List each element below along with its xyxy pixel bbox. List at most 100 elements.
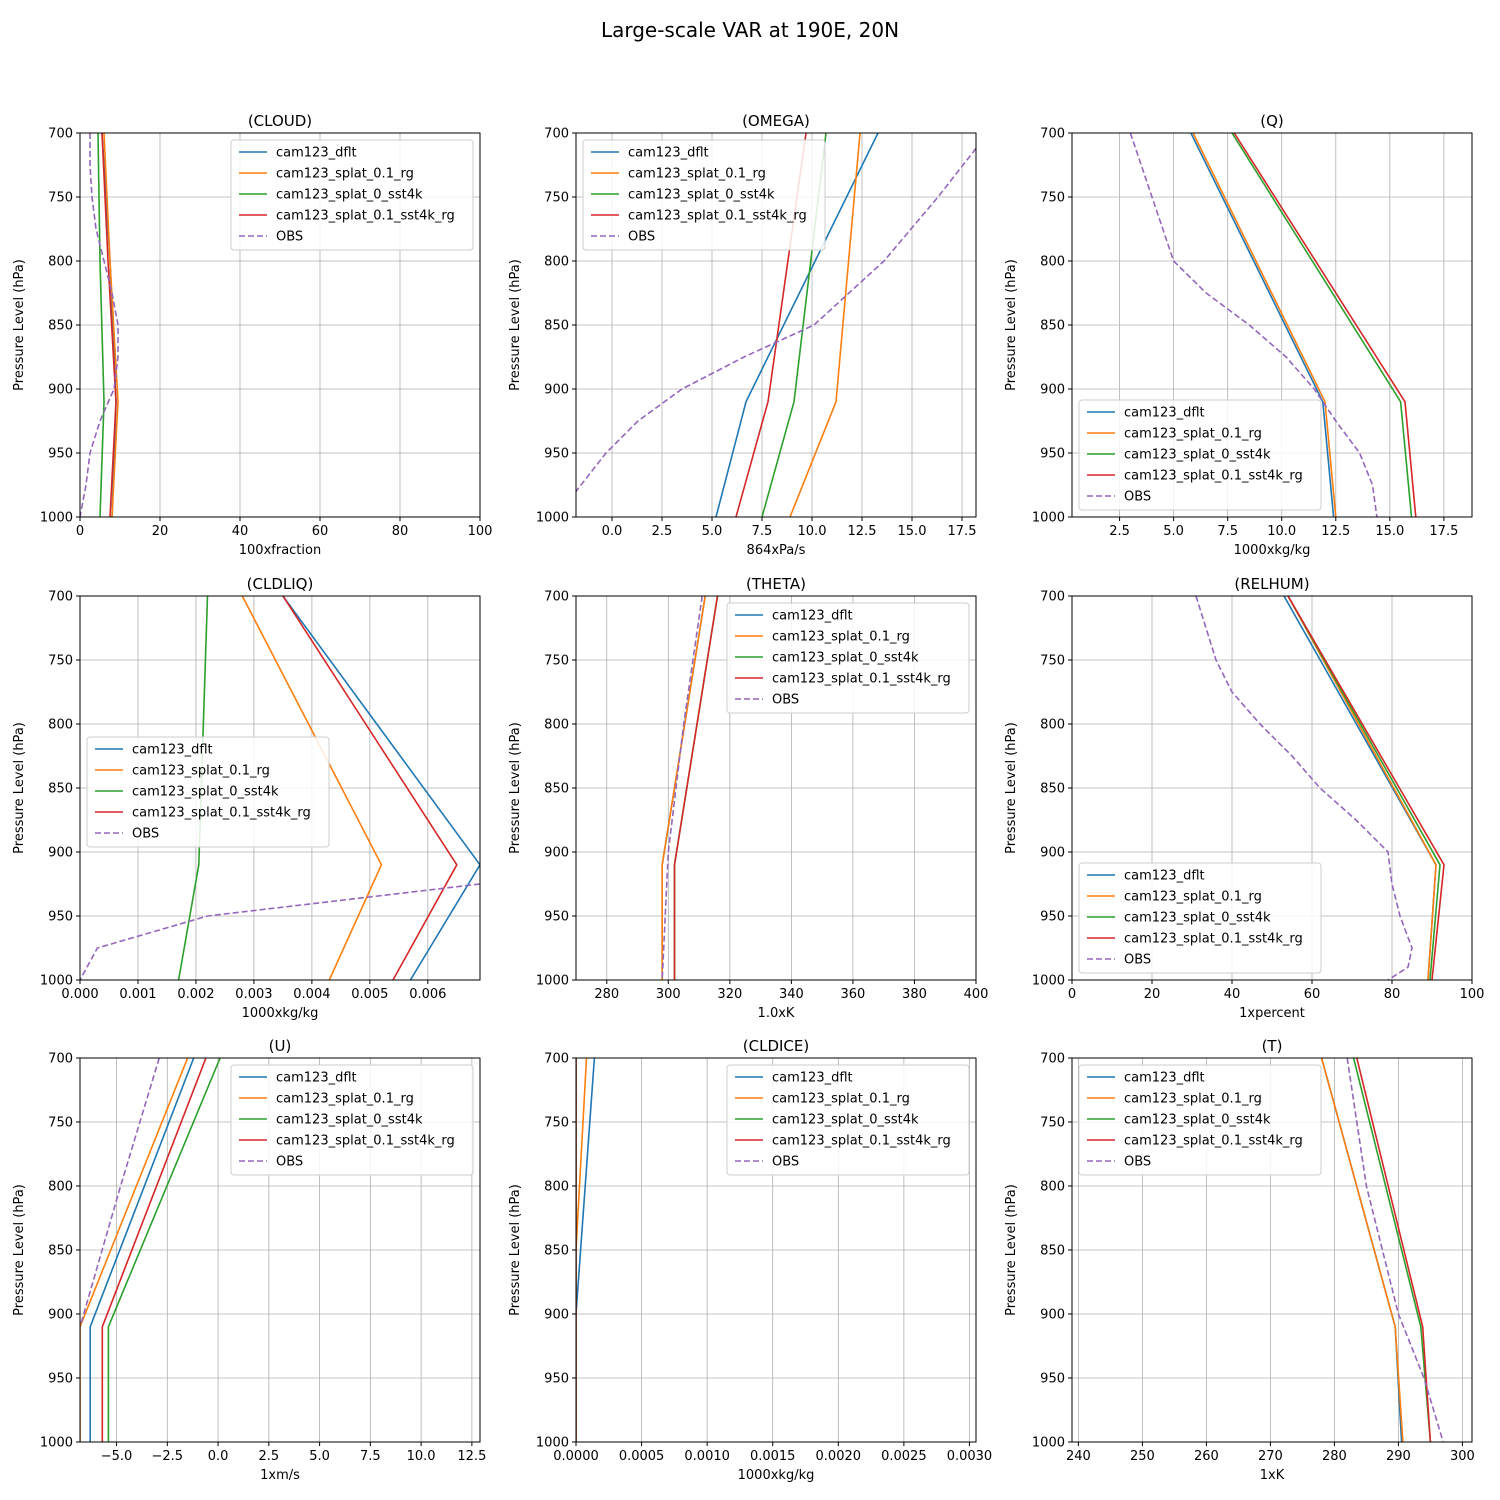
y-tick-label: 700 [48,1052,73,1067]
legend-label: cam123_splat_0.1_rg [1124,1092,1262,1107]
y-tick-label: 750 [48,1116,73,1131]
y-tick-label: 900 [48,846,73,861]
x-tick-label: 0.000 [61,987,98,1002]
y-tick-label: 750 [48,191,73,206]
series-line-cam123-splat-0-1-rg [241,596,383,980]
y-tick-label: 900 [1040,846,1065,861]
legend-label: cam123_splat_0.1_rg [276,167,414,182]
panel-cldliq: 0.000 0.001 0.002 0.003 0.004 0.005 0.006 700 75… [12,575,481,1021]
panel-title: (THETA) [746,575,806,593]
x-tick-label: 15.0 [1375,524,1404,539]
y-tick-label: 750 [1040,654,1065,669]
legend-box [230,1064,474,1176]
x-tick-label: 0.0025 [881,1449,927,1464]
y-tick-label: 850 [544,1244,569,1259]
series-line-cam123-splat-0-sst4k [1287,596,1441,980]
y-axis-label: Pressure Level (hPa) [1004,722,1019,854]
y-tick-label: 950 [48,1372,73,1387]
x-tick-label: 60 [1304,987,1321,1002]
x-tick-label: 7.5 [752,524,773,539]
x-tick-label: 0 [1068,987,1076,1002]
x-axis-label: 1xK [1260,1468,1285,1483]
legend-label: cam123_splat_0_sst4k [276,188,423,203]
legend-label: cam123_splat_0.1_rg [1124,427,1262,442]
x-tick-label: 17.5 [1429,524,1458,539]
y-tick-label: 750 [544,191,569,206]
x-axis-label: 100xfraction [239,543,321,558]
x-axis-label: 1000xkg/kg [1234,543,1311,558]
x-tick-label: 240 [1066,1449,1091,1464]
legend-box [86,736,330,848]
legend-label: cam123_dflt [276,1071,357,1086]
y-tick-label: 700 [48,127,73,142]
x-tick-label: 5.0 [702,524,723,539]
y-tick-label: 800 [48,1180,73,1195]
series-line-OBS [576,147,976,492]
legend-label: OBS [132,827,159,842]
x-tick-label: 0.0030 [947,1449,993,1464]
legend-box [230,139,474,251]
x-tick-label: 0 [76,524,84,539]
y-tick-label: 950 [48,910,73,925]
legend-label: cam123_splat_0_sst4k [1124,448,1271,463]
x-tick-label: 340 [779,987,804,1002]
x-tick-label: 0.0 [602,524,623,539]
y-tick-label: 800 [544,1180,569,1195]
y-tick-label: 800 [544,718,569,733]
series-group [80,596,480,980]
legend: cam123_dflt cam123_splat_0.1_rg cam123_spl… [86,736,330,848]
panel-u: −5.0 −2.5 0.0 2.5 5.0 7.5 10.0 12.5 700 750 800 850… [12,1037,486,1483]
y-tick-label: 1000 [1032,511,1065,526]
series-line-cam123-splat-0-sst4k [177,596,209,980]
panel-theta: 280 300 320 340 360 380 400 700 750 800 850 900 950 1… [508,575,988,1021]
series-line-cam123-dflt [715,133,879,517]
legend-label: cam123_splat_0.1_sst4k_rg [772,1134,951,1149]
y-tick-label: 1000 [536,1436,569,1451]
y-tick-label: 1000 [40,1436,73,1451]
legend-label: cam123_splat_0_sst4k [276,1113,423,1128]
axes-frame [79,595,481,981]
y-tick-label: 900 [544,383,569,398]
y-tick-label: 1000 [40,974,73,989]
axes-frame [575,132,977,518]
x-axis-label: 864xPa/s [747,543,806,558]
x-tick-label: 300 [656,987,681,1002]
x-tick-label: 320 [717,987,742,1002]
legend-label: OBS [1124,953,1151,968]
series-group [80,1058,221,1442]
x-axis-label: 1.0xK [758,1006,795,1021]
series-line-cam123-splat-0-1-rg [80,1058,189,1442]
panel-title: (OMEGA) [742,112,810,130]
legend-label: cam123_dflt [276,146,357,161]
legend-label: cam123_dflt [1124,406,1205,421]
x-tick-label: 20 [1144,987,1161,1002]
panel-title: (CLOUD) [248,112,312,130]
axes-frame [1071,132,1473,518]
panel-title: (T) [1262,1037,1283,1055]
legend: cam123_dflt cam123_splat_0.1_rg cam123_spl… [726,1064,970,1176]
x-tick-label: 0.006 [409,987,446,1002]
x-axis-label: 1xpercent [1239,1006,1305,1021]
x-tick-label: 7.5 [1217,524,1238,539]
x-tick-label: −5.0 [101,1449,133,1464]
panel-cldice: 0.0000 0.0005 0.0010 0.0015 0.0020 0.0025 0.00… [508,1037,992,1483]
legend-label: cam123_splat_0.1_sst4k_rg [628,209,807,224]
series-group [576,133,976,517]
x-tick-label: 20 [152,524,169,539]
x-tick-label: 12.5 [848,524,877,539]
y-tick-label: 950 [1040,910,1065,925]
x-tick-label: 10.0 [798,524,827,539]
panel-relhum: 0 20 40 60 80 100 700 750 800 850 900 950 1000 (RELHU… [1004,575,1484,1021]
y-tick-label: 800 [1040,718,1065,733]
y-tick-label: 1000 [1032,1436,1065,1451]
legend: cam123_dflt cam123_splat_0.1_rg cam123_spl… [230,139,474,251]
legend-label: cam123_splat_0_sst4k [132,785,279,800]
x-tick-label: 270 [1258,1449,1283,1464]
legend-label: cam123_dflt [772,1071,853,1086]
x-tick-label: 260 [1194,1449,1219,1464]
y-tick-label: 1000 [40,511,73,526]
legend-label: cam123_dflt [1124,1071,1205,1086]
x-tick-label: 300 [1450,1449,1475,1464]
x-tick-label: 0.004 [293,987,330,1002]
x-tick-label: 290 [1386,1449,1411,1464]
